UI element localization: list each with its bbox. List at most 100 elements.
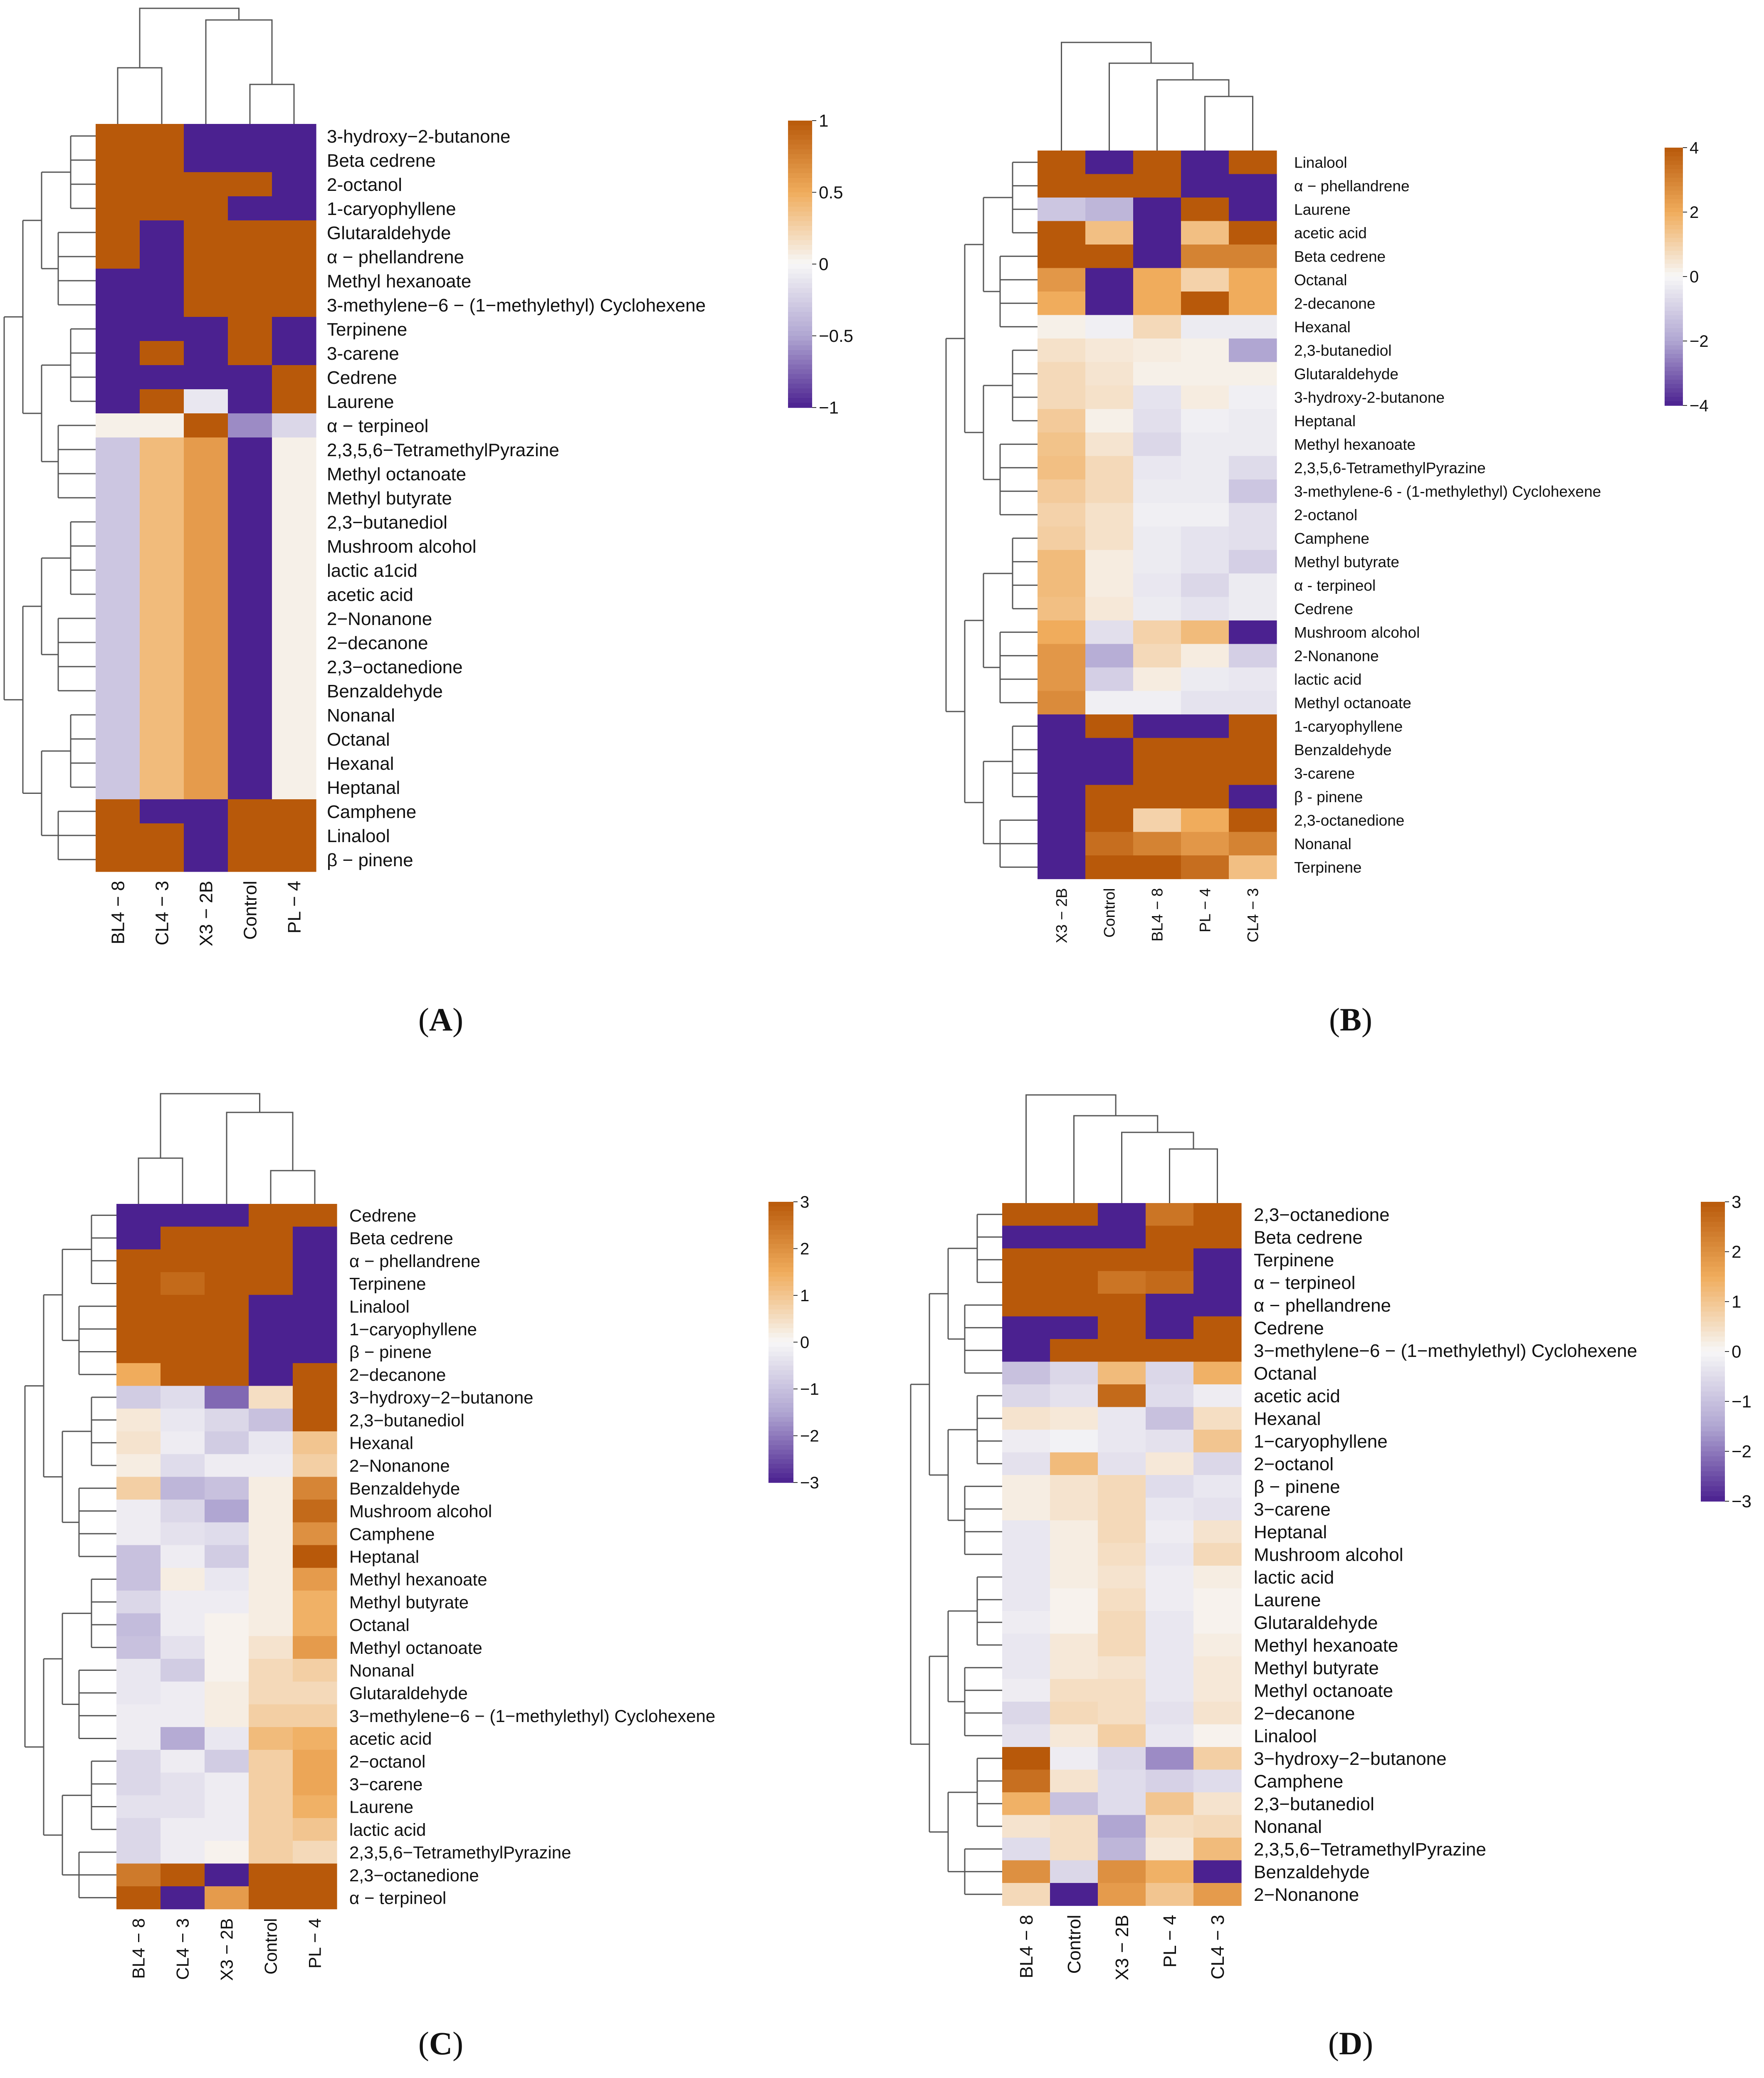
- heatmap-cell: [249, 1272, 293, 1295]
- colorbar-segment: [1701, 1466, 1725, 1472]
- column-label: CL4 − 3: [152, 881, 172, 945]
- row-label: 3-hydroxy-2-butanone: [1294, 389, 1445, 406]
- colorbar-segment: [1665, 169, 1683, 174]
- colorbar-segment: [1665, 294, 1683, 299]
- colorbar-segment: [1701, 1277, 1725, 1282]
- colorbar-segment: [788, 221, 812, 226]
- colorbar-tick-label: −0.5: [819, 326, 853, 346]
- heatmap-cell: [96, 269, 140, 293]
- heatmap-cell: [272, 558, 316, 583]
- heatmap-cell: [184, 486, 228, 510]
- heatmap-cell: [1146, 1815, 1194, 1838]
- colorbar-segment: [788, 250, 812, 255]
- heatmap-cell: [116, 1613, 161, 1636]
- heatmap-cell: [1002, 1588, 1050, 1611]
- colorbar-segment: [788, 374, 812, 379]
- heatmap-cell: [293, 1317, 337, 1341]
- heatmap-cell: [1193, 1339, 1242, 1362]
- heatmap-cell: [1229, 550, 1277, 574]
- heatmap-cell: [1193, 1430, 1242, 1453]
- heatmap-cell: [140, 220, 184, 245]
- row-label: Methyl hexanoate: [1254, 1636, 1398, 1656]
- column-dendrogram-branch: [226, 1112, 294, 1204]
- heatmap-cell: [1050, 1747, 1098, 1770]
- heatmap-cell: [1229, 479, 1277, 504]
- colorbar-tick-label: 1: [819, 111, 828, 131]
- row-label: Methyl octanoate: [1254, 1681, 1393, 1701]
- colorbar-tick-label: 3: [1732, 1192, 1741, 1212]
- heatmap-cell: [96, 775, 140, 800]
- column-label: PL − 4: [284, 881, 304, 934]
- heatmap-cell: [1229, 221, 1277, 245]
- heatmap-cell: [1133, 714, 1181, 739]
- heatmap-cell: [1038, 526, 1086, 551]
- heatmap-cell: [228, 679, 272, 703]
- colorbar-segment: [768, 1333, 793, 1338]
- heatmap-cell: [184, 848, 228, 872]
- colorbar-segment: [1665, 182, 1683, 187]
- colorbar-segment: [1665, 225, 1683, 230]
- heatmap-cell: [1146, 1475, 1194, 1498]
- heatmap-cell: [1002, 1792, 1050, 1816]
- colorbar-segment: [768, 1234, 793, 1240]
- colorbar-segment: [788, 254, 812, 260]
- heatmap-cell: [161, 1886, 205, 1910]
- heatmap-cell: [1133, 597, 1181, 621]
- heatmap-cell: [249, 1795, 293, 1819]
- row-label: Mushroom alcohol: [327, 536, 477, 557]
- row-label: 2,3,5,6−TetramethylPyrazine: [349, 1843, 571, 1862]
- heatmap-cell: [1085, 292, 1134, 316]
- colorbar-segment: [1665, 199, 1683, 204]
- colorbar-segment: [788, 130, 812, 136]
- heatmap-cell: [96, 486, 140, 510]
- heatmap-cell: [96, 751, 140, 776]
- colorbar-segment: [768, 1277, 793, 1282]
- heatmap-cell: [1229, 339, 1277, 363]
- row-label: β − pinene: [349, 1342, 432, 1362]
- colorbar-tick-label: 0.5: [819, 183, 843, 202]
- heatmap-cell: [161, 1568, 205, 1591]
- heatmap-cell: [272, 534, 316, 558]
- column-dendrogram-branch: [1121, 1132, 1194, 1203]
- heatmap-cell: [184, 823, 228, 848]
- heatmap-cell: [249, 1522, 293, 1546]
- colorbar-segment: [788, 398, 812, 403]
- heatmap-cell: [1098, 1407, 1146, 1430]
- heatmap-cell: [1002, 1679, 1050, 1702]
- colorbar-segment: [1665, 367, 1683, 372]
- heatmap-cell: [1085, 620, 1134, 645]
- heatmap-cell: [1085, 221, 1134, 245]
- heatmap-cell: [272, 293, 316, 317]
- row-label: 2,3−octanedione: [1254, 1205, 1390, 1225]
- colorbar-tick-label: 4: [1690, 139, 1699, 157]
- heatmap-cell: [1038, 691, 1086, 715]
- column-label: CL4 − 3: [173, 1918, 193, 1980]
- heatmap-cell: [1229, 667, 1277, 692]
- heatmap-cell: [116, 1704, 161, 1727]
- colorbar-segment: [768, 1267, 793, 1272]
- row-label: 2,3−butanediol: [327, 512, 447, 533]
- heatmap-cell: [272, 341, 316, 366]
- row-label: Beta cedrene: [1254, 1228, 1363, 1248]
- row-label: Benzaldehyde: [327, 681, 443, 702]
- colorbar-segment: [1701, 1342, 1725, 1347]
- colorbar-segment: [768, 1468, 793, 1474]
- heatmap-cell: [1146, 1384, 1194, 1408]
- heatmap-cell: [228, 196, 272, 221]
- colorbar-segment: [788, 121, 812, 126]
- row-label: Laurene: [1254, 1590, 1321, 1611]
- heatmap-cell: [1050, 1452, 1098, 1475]
- row-label: Methyl butyrate: [1294, 553, 1399, 571]
- heatmap-cell: [272, 606, 316, 631]
- row-label: Mushroom alcohol: [1254, 1545, 1403, 1565]
- heatmap-cell: [1085, 479, 1134, 504]
- heatmap-cell: [96, 172, 140, 197]
- heatmap-cell: [1229, 808, 1277, 833]
- heatmap-cell: [205, 1727, 249, 1750]
- heatmap-cell: [140, 630, 184, 655]
- row-label: 3−hydroxy−2−butanone: [1254, 1749, 1447, 1769]
- heatmap-cell: [205, 1818, 249, 1841]
- colorbar-segment: [788, 183, 812, 188]
- colorbar-segment: [1665, 156, 1683, 161]
